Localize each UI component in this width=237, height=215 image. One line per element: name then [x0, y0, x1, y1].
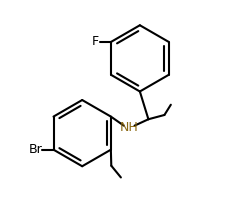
- Text: NH: NH: [120, 121, 139, 134]
- Text: F: F: [92, 35, 99, 48]
- Text: Br: Br: [28, 143, 42, 156]
